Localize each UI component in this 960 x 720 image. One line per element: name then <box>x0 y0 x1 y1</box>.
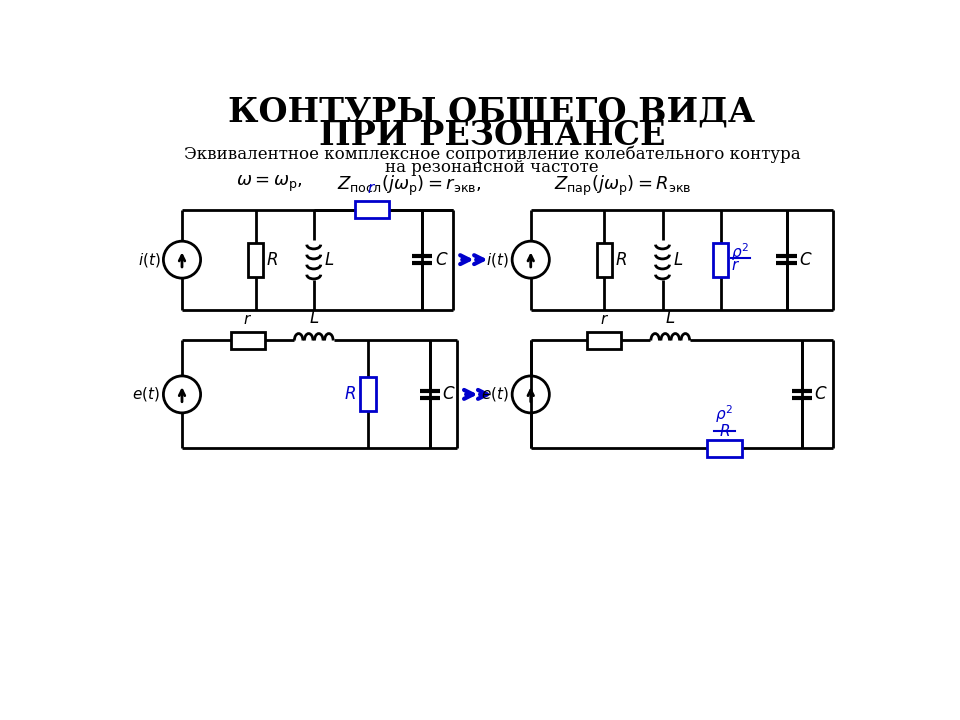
Text: $C$: $C$ <box>814 385 828 403</box>
Bar <box>355 201 389 218</box>
Bar <box>596 243 612 276</box>
Text: $R$: $R$ <box>615 251 627 269</box>
Text: $Z_{\rm пар}(j\omega_\mathrm{p}) = R_{\rm экв}$: $Z_{\rm пар}(j\omega_\mathrm{p}) = R_{\r… <box>554 174 691 199</box>
Text: $e(t)$: $e(t)$ <box>132 385 160 403</box>
Bar <box>360 377 375 411</box>
Text: $\rho^2$: $\rho^2$ <box>731 241 749 263</box>
Text: $\rho^2$: $\rho^2$ <box>715 403 733 426</box>
Bar <box>588 332 621 349</box>
Text: $r$: $r$ <box>243 312 252 327</box>
Text: $R$: $R$ <box>719 423 730 439</box>
Text: $i(t)$: $i(t)$ <box>487 251 509 269</box>
Bar <box>248 243 263 276</box>
Text: $r$: $r$ <box>368 181 376 196</box>
Bar <box>230 332 265 349</box>
Text: $L$: $L$ <box>673 251 683 269</box>
Text: на резонансной частоте: на резонансной частоте <box>385 159 599 176</box>
Text: $r$: $r$ <box>731 258 740 274</box>
Text: $i(t)$: $i(t)$ <box>137 251 160 269</box>
Text: КОНТУРЫ ОБЩЕГО ВИДА: КОНТУРЫ ОБЩЕГО ВИДА <box>228 96 756 129</box>
Text: $C$: $C$ <box>435 251 448 269</box>
Text: $\omega = \omega_\mathrm{p},$: $\omega = \omega_\mathrm{p},$ <box>236 174 303 194</box>
Text: $C$: $C$ <box>799 251 812 269</box>
Text: $e(t)$: $e(t)$ <box>481 385 509 403</box>
Text: $R$: $R$ <box>267 251 278 269</box>
Text: $L$: $L$ <box>324 251 334 269</box>
Bar <box>713 243 729 276</box>
Text: $C$: $C$ <box>443 385 456 403</box>
Text: $Z_{\rm посл}(j\omega_\mathrm{p}) = r_{\rm экв},$: $Z_{\rm посл}(j\omega_\mathrm{p}) = r_{\… <box>337 174 482 199</box>
Bar <box>708 440 741 456</box>
Text: Эквивалентное комплексное сопротивление колебательного контура: Эквивалентное комплексное сопротивление … <box>183 145 801 163</box>
Text: ПРИ РЕЗОНАНСЕ: ПРИ РЕЗОНАНСЕ <box>319 119 665 152</box>
Text: $r$: $r$ <box>600 312 609 327</box>
Text: $L$: $L$ <box>308 309 319 327</box>
Text: $R$: $R$ <box>344 385 355 403</box>
Text: $L$: $L$ <box>665 309 676 327</box>
